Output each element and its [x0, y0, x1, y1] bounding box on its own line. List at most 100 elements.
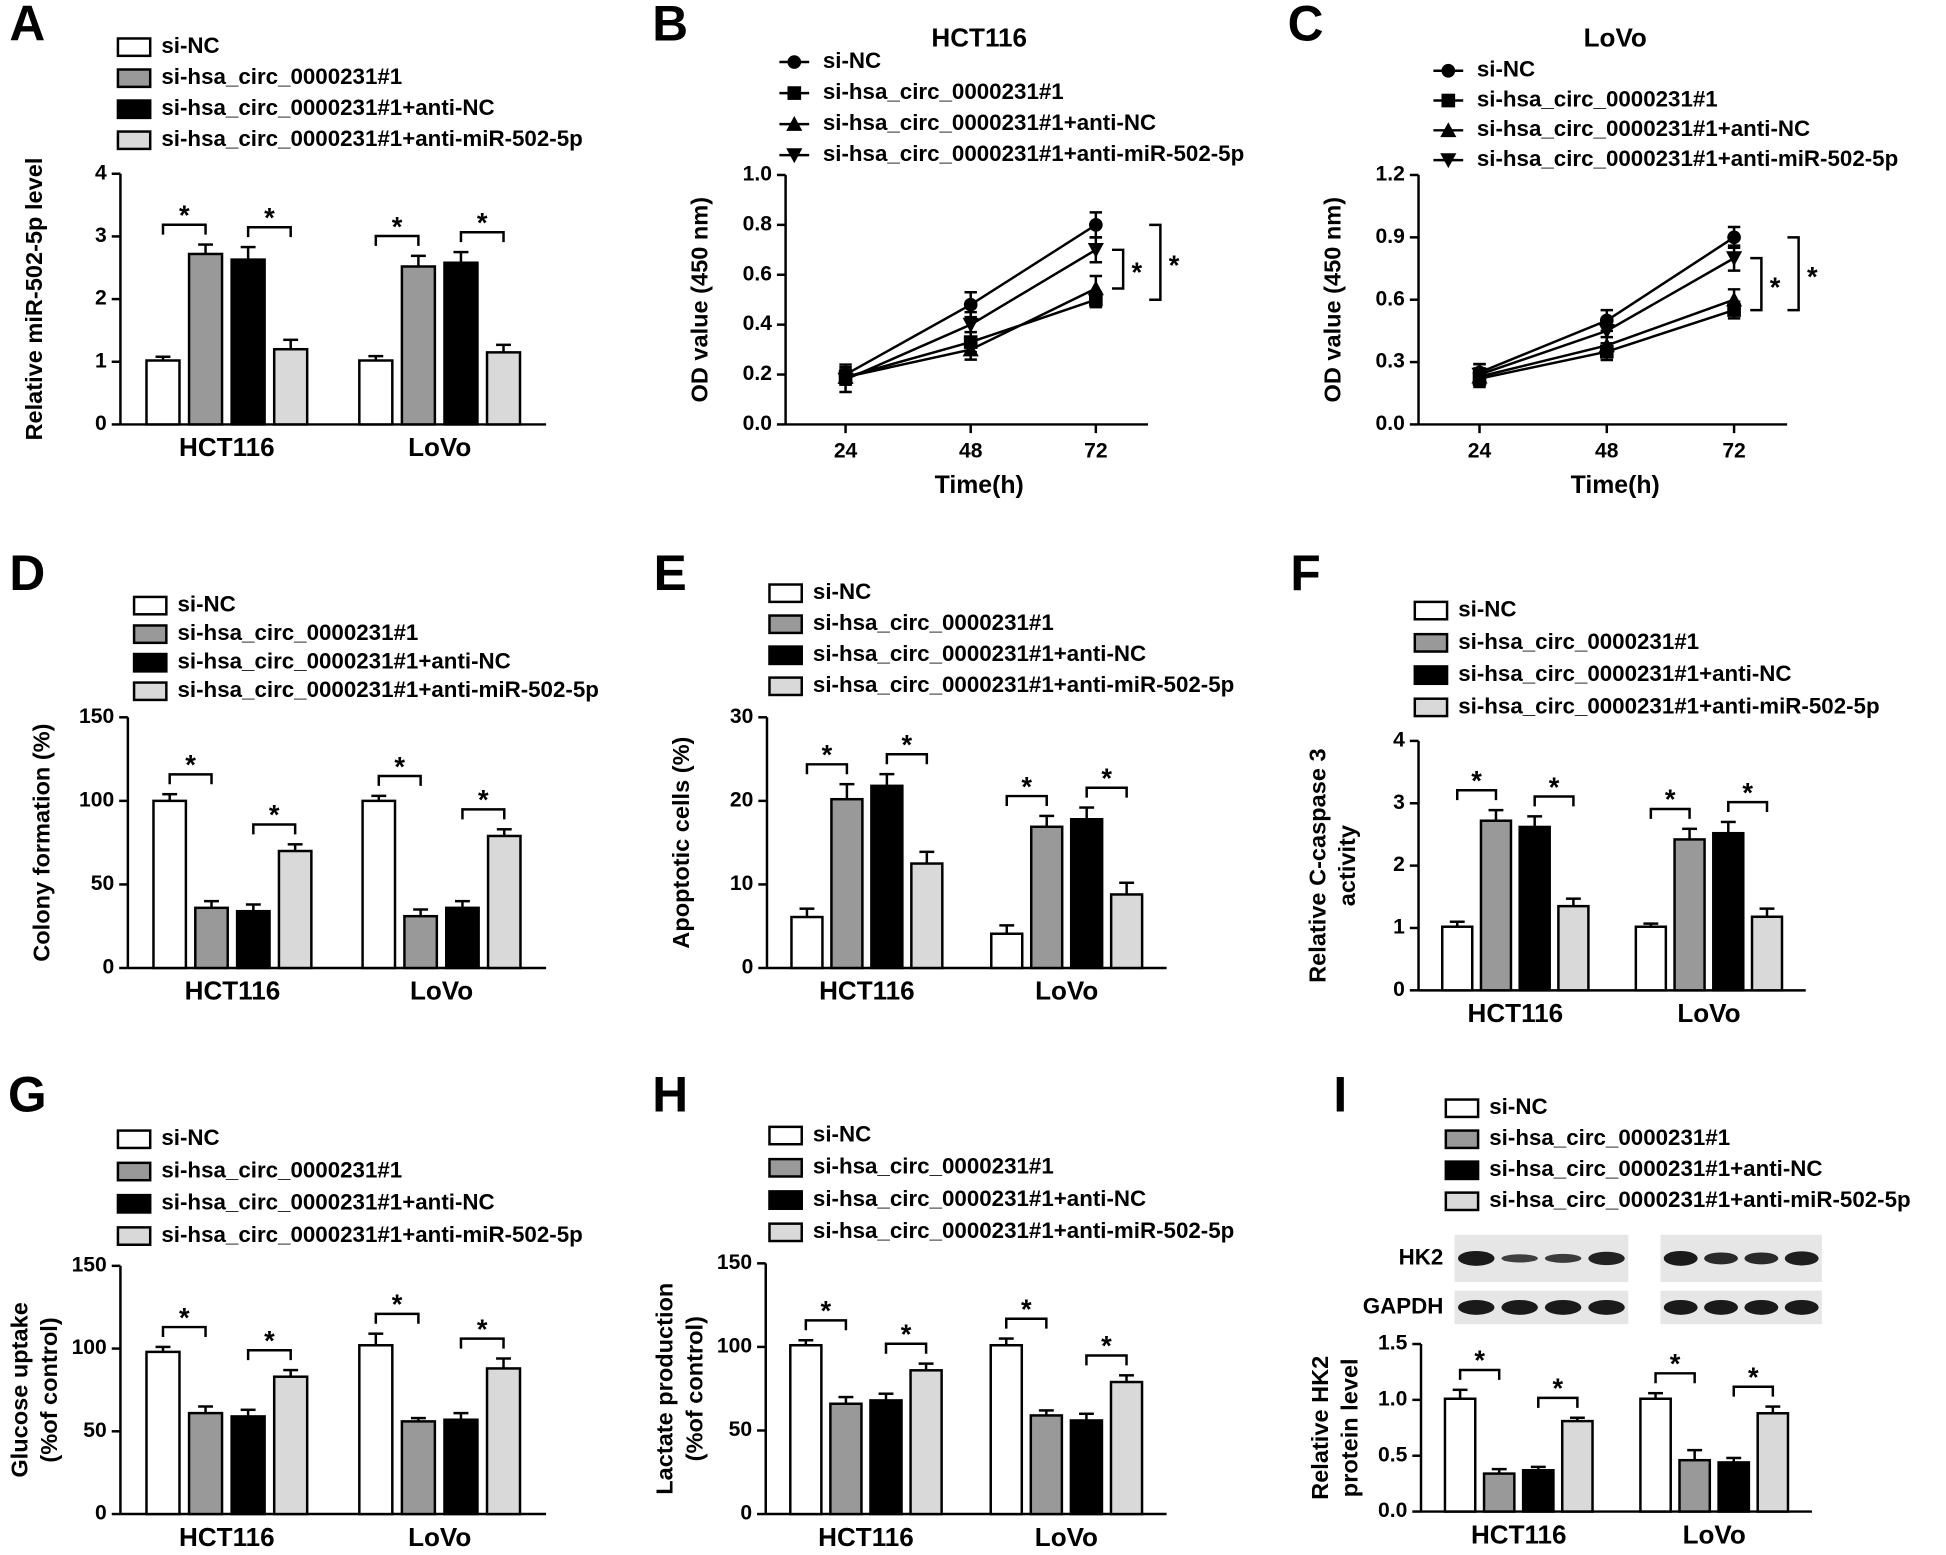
bar — [400, 1420, 437, 1516]
legend-label: si-NC — [161, 33, 219, 58]
legend-label: si-NC — [161, 1125, 219, 1150]
bar — [272, 347, 309, 426]
legend-label: si-hsa_circ_0000231#1 — [813, 610, 1054, 635]
significance-label: * — [269, 799, 280, 830]
blot-band — [1663, 1250, 1698, 1266]
significance-label: * — [1021, 771, 1032, 802]
bar — [990, 932, 1024, 970]
legend-label: si-NC — [813, 1121, 871, 1146]
legend-swatch — [768, 645, 803, 666]
significance-bracket — [246, 1348, 292, 1361]
significance-label: * — [1471, 765, 1482, 796]
y-tick-label: 0 — [1393, 978, 1405, 1001]
legend-swatch — [768, 676, 803, 697]
significance-label: * — [477, 1313, 488, 1344]
y-tick-label: 0.5 — [1378, 1443, 1408, 1466]
panel-label: E — [654, 545, 687, 601]
bar — [1443, 1397, 1477, 1513]
significance-label: * — [1101, 762, 1112, 793]
legend-label: si-hsa_circ_0000231#1+anti-NC — [1458, 661, 1791, 686]
bar — [235, 909, 271, 970]
legend-swatch — [1413, 665, 1449, 686]
legend-swatch — [768, 583, 803, 604]
bar — [1109, 1380, 1144, 1516]
x-tick-label: LoVo — [1683, 1519, 1746, 1549]
panel-label: A — [9, 0, 45, 51]
y-tick-label: 1.0 — [743, 163, 772, 186]
bar — [145, 359, 181, 426]
significance-bracket — [1654, 1372, 1696, 1384]
significance-label: * — [821, 1295, 832, 1326]
blot-band — [1501, 1299, 1538, 1315]
significance-bracket — [884, 1342, 928, 1354]
legend-marker — [1440, 153, 1457, 169]
y-axis-label: protein level — [1337, 1358, 1363, 1497]
significance-label: * — [902, 729, 913, 760]
x-tick-label: 48 — [959, 439, 983, 462]
x-tick-label: LoVo — [408, 432, 471, 462]
legend-swatch — [1444, 1129, 1480, 1150]
x-tick-label: 72 — [1084, 439, 1107, 462]
legend-label: si-hsa_circ_0000231#1 — [1489, 1125, 1730, 1150]
bar — [1521, 1468, 1555, 1513]
y-tick-label: 0.6 — [1376, 287, 1405, 310]
y-axis-label: Glucose uptake — [6, 1302, 32, 1477]
legend-label: si-hsa_circ_0000231#1+anti-miR-502-5p — [178, 677, 599, 702]
blot-band — [1457, 1250, 1495, 1266]
legend-label: si-NC — [813, 579, 871, 604]
y-axis-label: (%of control) — [681, 1316, 707, 1461]
y-tick-label: 50 — [83, 1419, 106, 1442]
x-tick-label: HCT116 — [179, 1522, 275, 1552]
panel-label: G — [8, 1066, 47, 1122]
legend-label: si-hsa_circ_0000231#1+anti-NC — [161, 1190, 494, 1215]
panel-label: C — [1288, 0, 1324, 51]
bar — [1029, 1414, 1064, 1516]
y-tick-label: 2 — [1393, 853, 1405, 876]
x-tick-label: LoVo — [408, 1522, 471, 1552]
legend-marker — [1440, 122, 1457, 138]
bar — [152, 799, 188, 970]
y-tick-label: 150 — [717, 1251, 752, 1274]
bar — [444, 906, 480, 970]
legend-swatch — [116, 68, 152, 89]
point — [1087, 280, 1104, 296]
significance-label: * — [822, 739, 833, 770]
bar — [1639, 1397, 1672, 1513]
bar — [358, 359, 394, 426]
bar — [145, 1350, 181, 1516]
point — [963, 297, 978, 312]
y-tick-label: 30 — [730, 705, 753, 728]
point — [1726, 251, 1743, 267]
x-tick-label: LoVo — [1035, 976, 1098, 1006]
significance-label: * — [1665, 784, 1676, 815]
x-tick-label: LoVo — [410, 976, 473, 1006]
blot-band — [1501, 1254, 1538, 1263]
legend-swatch — [132, 681, 168, 702]
bar — [485, 1367, 522, 1516]
y-tick-label: 0.8 — [743, 212, 773, 235]
point — [1089, 218, 1103, 232]
y-tick-label: 1.5 — [1378, 1332, 1408, 1355]
y-axis-label: Relative miR-502-5p level — [21, 158, 47, 441]
legend-marker — [1441, 63, 1456, 78]
significance-label: * — [1474, 1345, 1485, 1376]
significance-bracket — [1085, 786, 1128, 798]
x-tick-label: HCT116 — [1471, 1519, 1567, 1549]
x-tick-label: LoVo — [1035, 1522, 1098, 1552]
point — [962, 341, 979, 357]
y-tick-label: 1.0 — [1378, 1387, 1407, 1410]
significance-label: * — [1021, 1293, 1032, 1324]
blot-band — [1544, 1253, 1582, 1263]
bar — [870, 784, 904, 970]
significance-bracket — [1533, 795, 1575, 807]
significance-label: * — [901, 1319, 912, 1350]
y-tick-label: 0 — [742, 956, 754, 979]
significance-label: * — [264, 202, 275, 233]
y-axis-label: (%of control) — [36, 1317, 62, 1462]
legend-label: si-hsa_circ_0000231#1+anti-miR-502-5p — [823, 141, 1244, 166]
point — [962, 317, 979, 333]
point — [1727, 230, 1741, 245]
significance-label: * — [1101, 1330, 1112, 1361]
legend-marker — [787, 55, 802, 69]
